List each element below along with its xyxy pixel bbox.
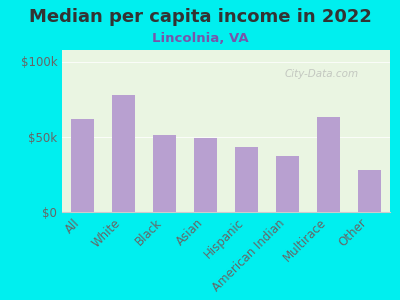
Bar (235, 147, 258, 212)
Bar (194, 138, 217, 212)
Bar (71, 118, 94, 212)
Bar (153, 135, 176, 212)
Text: Lincolnia, VA: Lincolnia, VA (152, 32, 248, 44)
Bar (276, 156, 299, 212)
Bar (112, 94, 135, 212)
Bar (358, 169, 381, 211)
Text: City-Data.com: City-Data.com (285, 69, 359, 79)
Bar (317, 117, 340, 212)
Text: Median per capita income in 2022: Median per capita income in 2022 (28, 8, 372, 26)
